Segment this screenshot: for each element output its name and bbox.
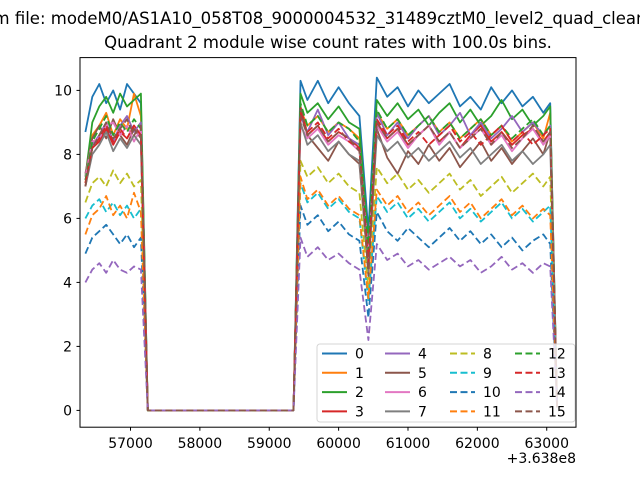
y-tick-label: 0 — [63, 403, 72, 419]
legend-label-6: 6 — [418, 385, 427, 401]
legend-label-5: 5 — [418, 366, 427, 382]
plot-lines — [84, 76, 558, 412]
legend-label-3: 3 — [355, 404, 364, 420]
legend-label-13: 13 — [548, 366, 566, 382]
axes-frame — [79, 57, 577, 428]
legend-label-10: 10 — [483, 385, 501, 401]
x-tick-label: 59000 — [247, 436, 292, 452]
series-line-11 — [84, 175, 558, 412]
y-tick-label: 2 — [63, 339, 72, 355]
x-tick-label: 61000 — [386, 436, 431, 452]
legend-label-2: 2 — [355, 385, 364, 401]
legend-label-8: 8 — [483, 347, 492, 363]
x-tick-label: 57000 — [108, 436, 153, 452]
series-line-9 — [84, 182, 558, 412]
x-tick-label: 62000 — [455, 436, 500, 452]
series-line-14 — [84, 236, 558, 412]
x-tick-label: 58000 — [178, 436, 223, 452]
legend-label-9: 9 — [483, 366, 492, 382]
legend-label-11: 11 — [483, 404, 501, 420]
legend-label-7: 7 — [418, 404, 427, 420]
axes: 57000 58000 59000 60000 61000 62000 63000 0 2 4 6 8… — [54, 57, 577, 467]
series-line-8 — [84, 159, 558, 412]
legend-box — [316, 343, 576, 423]
legend-label-0: 0 — [355, 347, 364, 363]
series-line-15 — [84, 115, 558, 412]
x-axis-offset-text: +3.638e8 — [507, 451, 576, 467]
legend-label-12: 12 — [548, 347, 566, 363]
x-tick-label: 63000 — [524, 436, 569, 452]
axes-title: Quadrant 2 module wise count rates with … — [104, 33, 552, 52]
legend-label-15: 15 — [548, 404, 566, 420]
legend-label-4: 4 — [418, 347, 427, 363]
series-line-10 — [84, 204, 558, 412]
series-line-0 — [84, 76, 558, 412]
y-tick-label: 6 — [63, 211, 72, 227]
y-tick-label: 10 — [54, 83, 72, 99]
x-tick-label: 60000 — [316, 436, 361, 452]
legend-label-14: 14 — [548, 385, 566, 401]
legend-label-1: 1 — [355, 366, 364, 382]
y-tick-label: 8 — [63, 147, 72, 163]
figure-suptitle: m file: modeM0/AS1A10_058T08_9000004532_… — [0, 9, 640, 29]
y-tick-label: 4 — [63, 275, 72, 291]
